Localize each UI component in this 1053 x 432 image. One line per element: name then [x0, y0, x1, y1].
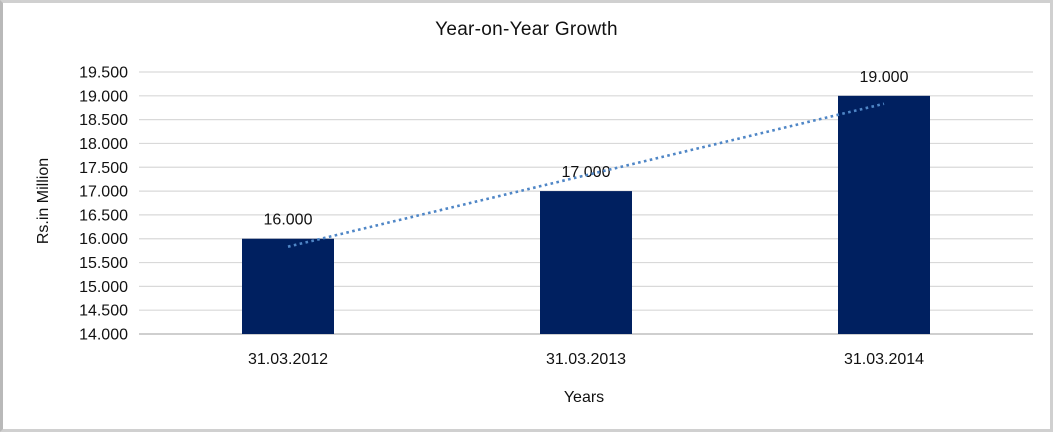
y-tick-label: 15.000 — [79, 279, 128, 296]
y-tick-label: 14.000 — [79, 327, 128, 344]
chart-title: Year-on-Year Growth — [435, 19, 618, 40]
y-tick-label: 15.500 — [79, 255, 128, 272]
bar — [838, 95, 930, 335]
y-tick-label: 18.000 — [79, 136, 128, 153]
bar — [242, 238, 334, 334]
y-tick-label: 17.000 — [79, 184, 128, 201]
bar-value-label: 19.000 — [860, 69, 909, 86]
x-tick-label: 31.03.2014 — [844, 351, 924, 368]
plot-area: 19.500 19.000 18.500 18.000 17.500 17.000 16.5… — [79, 65, 1033, 368]
x-axis-title: Years — [563, 389, 605, 406]
y-tick-label: 19.500 — [79, 65, 128, 82]
y-tick-label: 19.000 — [79, 88, 128, 105]
trendline — [287, 102, 885, 248]
x-tick-label: 31.03.2013 — [546, 351, 626, 368]
bar — [540, 191, 632, 334]
y-tick-label: 17.500 — [79, 160, 128, 177]
y-tick-label: 14.500 — [79, 303, 128, 320]
y-tick-label: 18.500 — [79, 112, 128, 129]
x-tick-label: 31.03.2012 — [248, 351, 328, 368]
y-tick-label: 16.500 — [79, 207, 128, 224]
bar-value-label: 16.000 — [264, 212, 313, 229]
y-tick-label: 16.000 — [79, 231, 128, 248]
